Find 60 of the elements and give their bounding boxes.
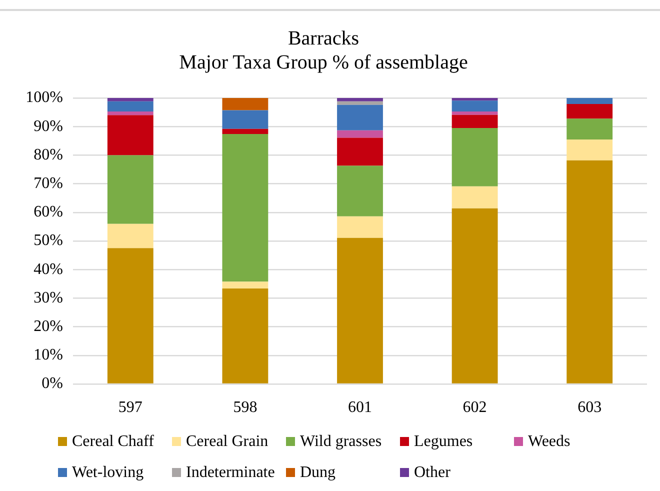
bar [107,115,154,156]
y-tick-label: 90% [34,118,63,135]
bar [107,248,154,384]
bar [222,288,268,384]
y-tick-label: 70% [34,175,63,192]
legend-label: Cereal Grain [186,432,268,450]
bar [452,208,498,384]
bar [337,138,383,166]
bar [337,130,383,138]
x-tick-label: 597 [118,398,142,416]
bar [337,101,383,105]
legend-label: Wild grasses [300,432,382,450]
bar [452,111,498,115]
y-tick-label: 100% [26,89,63,106]
bar [222,98,268,110]
legend-label: Indeterminate [186,464,275,482]
y-tick-label: 0% [42,375,63,392]
chart-title: Barracks [288,27,360,50]
bar [222,134,268,282]
bar [337,216,383,238]
bar [452,98,498,101]
x-tick-label: 602 [462,398,487,416]
chart-subtitle: Major Taxa Group % of assemblage [179,51,468,74]
bar [222,282,268,288]
bar [566,118,613,140]
bar [452,128,498,186]
bar [107,155,154,224]
bar [337,98,383,102]
bar [337,104,383,130]
y-tick-label: 40% [34,260,63,278]
bar [566,104,613,119]
bar [107,98,154,102]
legend-label: Weeds [528,432,570,450]
y-tick-label: 80% [34,146,63,164]
bar [452,114,498,128]
y-tick-label: 50% [34,232,63,250]
y-tick-label: 60% [34,204,63,221]
bar [566,139,613,160]
bar [566,98,613,104]
y-tick-label: 30% [34,289,63,306]
bar [452,100,498,112]
bar [222,110,268,129]
y-tick-label: 20% [34,318,63,336]
legend-label: Dung [300,464,336,482]
legend-label: Wet-loving [72,464,144,482]
bar [337,166,383,216]
legend-label: Other [414,464,450,482]
bar [107,111,154,116]
x-tick-label: 603 [578,398,602,416]
bar [222,128,268,134]
y-tick-label: 10% [34,346,63,364]
x-tick-label: 598 [233,398,258,416]
x-tick-label: 601 [348,398,372,416]
bar [107,224,154,248]
bar [337,238,383,384]
bar [566,160,613,384]
legend-label: Legumes [414,432,473,450]
legend-label: Cereal Chaff [72,432,154,450]
bar [107,101,154,112]
bar [452,186,498,208]
